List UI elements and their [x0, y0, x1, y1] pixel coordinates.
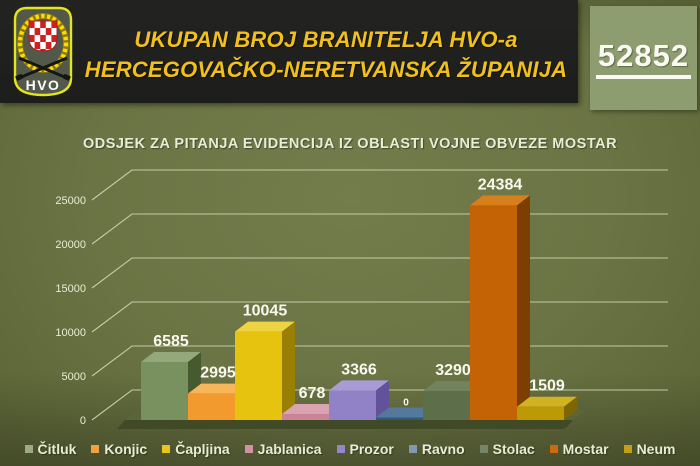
- bar-value-label: 2995: [200, 365, 236, 382]
- legend-swatch-icon: [549, 445, 558, 453]
- legend-label: Jablanica: [257, 441, 322, 457]
- legend-label: Čitluk: [37, 441, 77, 457]
- title-line-1: UKUPAN BROJ BRANITELJA HVO-a: [134, 27, 518, 52]
- y-axis-label: 20000: [55, 239, 86, 251]
- bar-top-6: [423, 381, 483, 392]
- bar-value-label: 24384: [478, 176, 523, 193]
- bar-value-label: 6585: [153, 333, 189, 350]
- chart-floor-edge: [117, 420, 573, 429]
- bar-value-label: 678: [299, 385, 326, 402]
- bar-top-4: [329, 380, 389, 391]
- gridline: [91, 213, 668, 245]
- legend-swatch-icon: [623, 445, 632, 453]
- bar-top-5: [376, 407, 436, 418]
- total-badge: 52852: [590, 6, 697, 110]
- bar-top-2: [235, 321, 295, 332]
- bar-top-7: [470, 195, 530, 206]
- logo-text: HVO: [26, 77, 61, 93]
- legend-label: Ravno: [421, 441, 465, 457]
- legend-label: Konjic: [104, 441, 148, 457]
- legend-item-7: Mostar: [549, 441, 609, 457]
- legend-item-5: Ravno: [408, 441, 465, 457]
- legend-swatch-icon: [24, 445, 33, 453]
- gridline: [91, 169, 668, 201]
- y-axis-label: 10000: [55, 327, 86, 339]
- header-banner: HVO UKUPAN BROJ BRANITELJA HVO-a HERCEGO…: [0, 0, 578, 103]
- title-line-2: HERCEGOVAČKO-NERETVANSKA ŽUPANIJA: [84, 57, 568, 82]
- legend-swatch-icon: [336, 445, 345, 453]
- legend-swatch-icon: [408, 445, 417, 453]
- y-axis-label: 5000: [62, 371, 86, 383]
- bar-1: [188, 393, 235, 420]
- bar-0: [141, 362, 188, 420]
- legend-item-1: Konjic: [91, 441, 147, 457]
- y-axis-label: 25000: [55, 195, 86, 207]
- y-axis-label: 0: [80, 415, 86, 427]
- legend-label: Neum: [636, 441, 676, 457]
- bar-value-label: 10045: [243, 303, 288, 320]
- gridline: [91, 301, 668, 333]
- bar-top-0: [141, 352, 201, 363]
- legend-swatch-icon: [91, 445, 100, 453]
- bar-value-label: 0: [403, 398, 409, 409]
- bar-top-3: [282, 404, 342, 415]
- bar-side-8: [564, 396, 577, 420]
- chart-legend: Čitluk Konjic Čapljina Jablanica Prozor Ravno…: [0, 441, 700, 457]
- bar-value-label: 1509: [529, 378, 565, 395]
- bar-7: [470, 205, 517, 420]
- legend-item-3: Jablanica: [244, 441, 322, 457]
- bar-8: [517, 406, 564, 420]
- page-title: UKUPAN BROJ BRANITELJA HVO-a HERCEGOVAČK…: [78, 25, 574, 85]
- hvo-logo-icon: HVO: [13, 6, 73, 97]
- bar-4: [329, 390, 376, 420]
- y-axis-label: 15000: [55, 283, 86, 295]
- legend-swatch-icon: [479, 445, 488, 453]
- chart-title: ODSJEK ZA PITANJA EVIDENCIJA IZ OBLASTI …: [82, 136, 618, 152]
- bar-top-8: [517, 396, 577, 407]
- legend-swatch-icon: [162, 445, 171, 453]
- crossed-rifles-icon: [15, 56, 71, 81]
- gridline: [91, 257, 668, 289]
- bar-top-1: [188, 383, 248, 394]
- total-value: 52852: [595, 38, 692, 79]
- bar-side-2: [282, 321, 295, 420]
- bar-3: [282, 414, 329, 420]
- legend-swatch-icon: [244, 445, 253, 453]
- legend-item-0: Čitluk: [24, 441, 77, 457]
- bar-side-7: [517, 195, 530, 420]
- legend-item-8: Neum: [623, 441, 676, 457]
- bar-value-label: 3290: [435, 362, 471, 379]
- legend-item-6: Stolac: [479, 441, 535, 457]
- bar-2: [235, 331, 282, 420]
- legend-label: Stolac: [492, 441, 535, 457]
- legend-label: Prozor: [349, 441, 394, 457]
- bar-value-label: 3366: [341, 361, 377, 378]
- legend-label: Mostar: [562, 441, 609, 457]
- bar-5: [376, 417, 423, 420]
- legend-item-4: Prozor: [336, 441, 394, 457]
- legend-item-2: Čapljina: [162, 441, 230, 457]
- legend-label: Čapljina: [175, 441, 230, 457]
- bar-6: [423, 391, 470, 420]
